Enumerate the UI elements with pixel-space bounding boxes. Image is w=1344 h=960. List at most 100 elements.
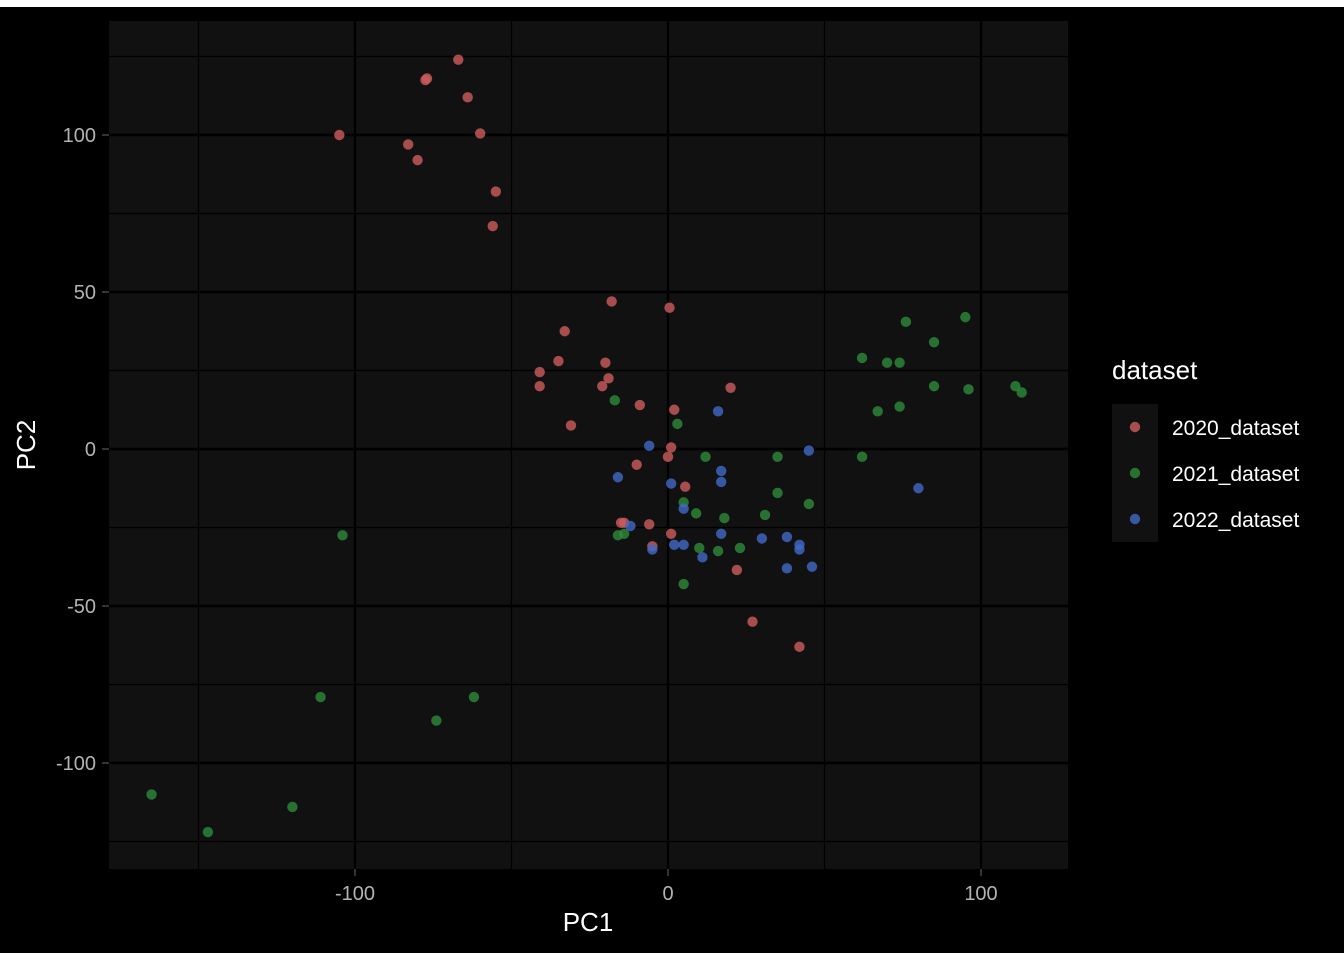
scatter-chart: -100 0 100 -100 -50 0 50 100 PC1 PC2 dataset 2… [11,21,1299,937]
grid-minor [109,21,1068,869]
y-axis-title: PC2 [11,420,41,471]
data-point [672,418,683,430]
data-point [420,74,431,86]
data-point [618,528,630,539]
data-point [794,544,805,555]
data-point [881,357,893,368]
data-point [781,531,793,543]
x-tick-label: -100 [335,883,375,905]
x-tick-label: 100 [964,883,997,905]
data-point [894,357,905,368]
data-point [712,545,724,557]
data-point [690,508,702,519]
data-point [669,404,680,415]
data-point [716,465,727,477]
y-axis-ticks: -100 -50 0 50 100 [56,125,109,775]
data-point [644,519,655,530]
data-point [963,384,974,395]
series-2020_dataset [334,54,805,653]
plot-panel [109,21,1068,869]
data-point [468,691,480,703]
data-point [615,517,627,528]
legend-items: 2020_dataset 2021_dataset 2022_dataset [1129,417,1299,532]
data-point [772,487,783,499]
data-point [337,530,348,541]
data-point [664,302,675,313]
data-point [202,826,214,838]
data-point [612,472,624,483]
data-point [475,128,486,139]
data-point [697,552,708,563]
data-point [597,381,608,392]
data-point [747,616,758,627]
data-point [794,641,805,653]
y-tick-label: 100 [63,125,96,147]
y-tick-label: 50 [74,282,96,304]
data-point [287,801,298,813]
data-point [803,498,815,510]
data-point [665,442,677,453]
y-tick-label: -100 [56,753,96,775]
data-point [928,381,940,392]
data-point [665,528,677,539]
data-point [315,691,326,703]
x-axis-ticks: -100 0 100 [335,869,998,905]
data-point [453,54,464,65]
data-point [146,789,157,800]
data-point [487,220,498,232]
data-point [490,186,502,197]
data-point [756,533,768,544]
data-point [662,451,674,463]
data-point [725,382,736,393]
data-point [631,459,642,470]
legend-title: dataset [1112,355,1198,385]
data-point [678,539,689,550]
data-point [412,154,423,166]
data-point [894,401,905,412]
legend-label: 2020_dataset [1172,417,1299,440]
data-point [719,512,730,524]
data-point [856,451,868,463]
grid-major [109,21,1068,869]
legend-key-marker [1129,513,1141,525]
data-point [334,129,345,141]
data-point [772,451,783,463]
data-point [806,561,818,572]
data-point [534,381,545,392]
data-point [534,366,545,378]
data-point [803,445,815,456]
data-point [644,440,655,452]
x-tick-label: 0 [662,883,673,905]
data-point [565,420,577,431]
data-point [431,715,442,726]
data-point [625,520,636,532]
y-tick-label: 0 [85,439,96,461]
legend-key-marker [1129,467,1141,479]
legend: dataset 2020_dataset 2021_dataset 2022_dat… [1112,355,1299,542]
data-point [734,542,746,554]
data-point [759,509,771,521]
data-point [606,296,617,307]
data-point [669,539,680,550]
series-2022_dataset [612,406,924,574]
y-tick-label: -50 [67,596,96,618]
legend-label: 2022_dataset [1172,509,1299,532]
data-point [781,563,793,574]
data-point [559,326,570,337]
data-point [900,316,912,328]
legend-key-marker [1129,421,1141,433]
data-point [716,476,727,488]
data-point [603,373,614,384]
data-point [553,355,564,367]
data-point [856,352,868,364]
data-point [872,406,883,417]
data-point [928,337,940,348]
data-point [694,542,705,554]
data-point [960,311,971,323]
data-point [913,483,924,494]
data-point [634,399,646,411]
data-point [403,139,414,150]
data-point [712,406,724,417]
x-axis-title: PC1 [563,907,614,937]
data-point [680,481,691,492]
